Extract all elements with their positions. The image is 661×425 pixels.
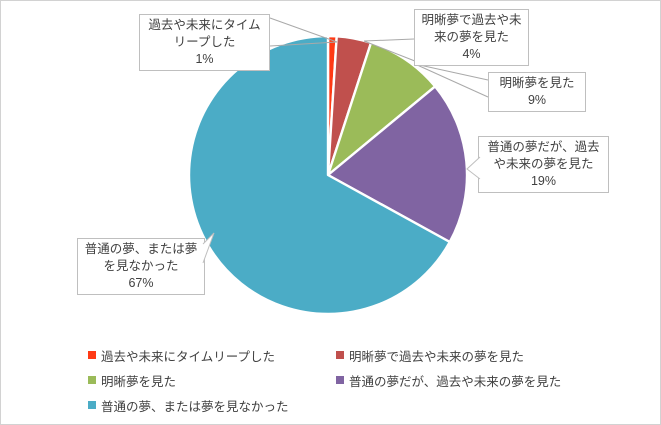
legend-swatch-darkred bbox=[336, 351, 344, 359]
legend-swatch-green bbox=[88, 376, 96, 384]
leader-line bbox=[269, 41, 338, 47]
callout-label: 明晰夢を見た bbox=[499, 76, 575, 90]
legend-swatch-red bbox=[88, 351, 96, 359]
legend-swatch-teal bbox=[88, 401, 96, 409]
legend-label: 過去や未来にタイムリープした bbox=[101, 349, 276, 364]
legend-item-normal-timetravel-dream[interactable]: 普通の夢だが、過去や未来の夢を見た bbox=[336, 373, 562, 389]
callout-label: 明晰夢で過去や未来の夢を見た bbox=[421, 13, 522, 44]
leader-line bbox=[414, 63, 489, 81]
legend: 過去や未来にタイムリープした 明晰夢で過去や未来の夢を見た 明晰夢を見た 普通の… bbox=[88, 348, 562, 414]
callout-lucid-timetravel-dream[interactable]: 明晰夢で過去や未来の夢を見た 4% bbox=[414, 9, 529, 66]
callout-percent: 4% bbox=[462, 47, 481, 61]
callout-percent: 9% bbox=[527, 93, 547, 107]
leader-line bbox=[414, 63, 489, 98]
leader-line bbox=[363, 38, 415, 42]
callout-lucid-dream[interactable]: 明晰夢を見た 9% bbox=[488, 72, 586, 112]
legend-item-lucid-timetravel-dream[interactable]: 明晰夢で過去や未来の夢を見た bbox=[336, 348, 561, 364]
legend-label: 普通の夢、または夢を見なかった bbox=[101, 399, 289, 414]
callout-percent: 19% bbox=[530, 174, 557, 188]
callout-percent: 1% bbox=[195, 52, 214, 66]
legend-label: 普通の夢だが、過去や未来の夢を見た bbox=[349, 374, 562, 389]
legend-item-normal-or-no-dream[interactable]: 普通の夢、または夢を見なかった bbox=[88, 398, 336, 414]
leader-line bbox=[269, 17, 338, 43]
callout-label: 普通の夢、または夢を見なかった bbox=[84, 242, 198, 273]
callout-normal-timetravel-dream[interactable]: 普通の夢だが、過去や未来の夢を見た 19% bbox=[478, 136, 609, 193]
callout-label: 普通の夢だが、過去や未来の夢を見た bbox=[487, 140, 600, 171]
callout-percent: 67% bbox=[128, 276, 154, 290]
callout-normal-or-no-dream[interactable]: 普通の夢、または夢を見なかった 67% bbox=[77, 238, 205, 295]
legend-item-lucid-dream[interactable]: 明晰夢を見た bbox=[88, 373, 336, 389]
callout-time-leap[interactable]: 過去や未来にタイムリープした 1% bbox=[139, 14, 270, 71]
legend-label: 明晰夢を見た bbox=[101, 374, 177, 389]
legend-item-time-leap[interactable]: 過去や未来にタイムリープした bbox=[88, 348, 336, 364]
callout-label: 過去や未来にタイムリープした bbox=[148, 18, 261, 49]
legend-label: 明晰夢で過去や未来の夢を見た bbox=[349, 349, 525, 364]
legend-swatch-purple bbox=[336, 376, 344, 384]
